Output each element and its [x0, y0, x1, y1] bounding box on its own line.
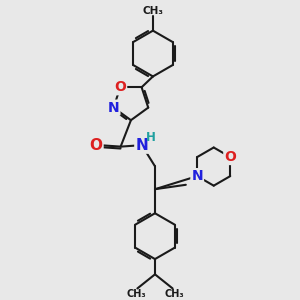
Text: H: H [146, 131, 156, 144]
Text: O: O [114, 80, 126, 94]
Text: N: N [135, 138, 148, 153]
Text: CH₃: CH₃ [164, 289, 184, 299]
Text: N: N [108, 100, 119, 115]
Text: O: O [89, 138, 103, 153]
Text: CH₃: CH₃ [142, 6, 164, 16]
Text: O: O [224, 150, 236, 164]
Text: CH₃: CH₃ [126, 289, 146, 299]
Text: N: N [191, 169, 203, 183]
